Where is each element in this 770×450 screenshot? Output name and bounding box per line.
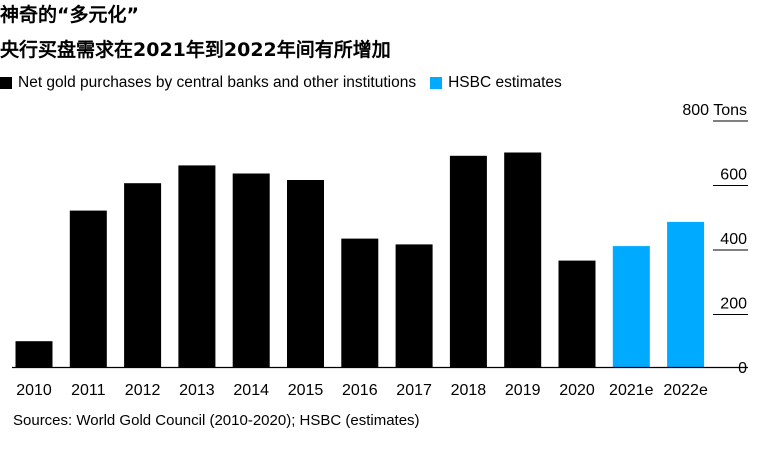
bar-2018 <box>449 155 487 367</box>
bar-2020 <box>558 260 596 367</box>
y-tick-label: 0 <box>738 360 747 377</box>
x-tick-label: 2011 <box>71 382 106 399</box>
bar-2014 <box>232 173 270 367</box>
bar-2013 <box>178 165 216 367</box>
bar-2016 <box>341 238 379 367</box>
x-tick-label: 2010 <box>16 382 52 399</box>
legend-item-estimate: HSBC estimates <box>430 74 562 92</box>
bar-2019 <box>504 152 542 367</box>
legend-label-actual: Net gold purchases by central banks and … <box>18 74 417 91</box>
x-tick-label: 2021e <box>609 382 654 399</box>
y-tick-label: 400 <box>720 231 747 248</box>
x-tick-label: 2022e <box>663 382 708 399</box>
bar-2010 <box>15 341 53 367</box>
x-tick-label: 2015 <box>288 382 324 399</box>
x-tick-label: 2018 <box>451 382 487 399</box>
y-tick-label: 200 <box>720 296 747 313</box>
x-tick-label: 2016 <box>342 382 378 399</box>
x-tick-label: 2013 <box>179 382 215 399</box>
legend-swatch-estimate <box>430 77 443 89</box>
chart-title: 神奇的“多元化” <box>0 4 139 26</box>
legend-label-estimate: HSBC estimates <box>448 74 562 91</box>
x-tick-label: 2012 <box>125 382 161 399</box>
chart-subtitle: 央行买盘需求在2021年到2022年间有所增加 <box>0 39 391 61</box>
x-tick-label: 2017 <box>396 382 432 399</box>
legend: Net gold purchases by central banks and … <box>0 74 576 92</box>
bar-2011 <box>69 210 107 367</box>
bar-2022e <box>667 221 705 367</box>
source-note: Sources: World Gold Council (2010-2020);… <box>13 412 420 429</box>
y-tick-label: 800 Tons <box>682 102 747 119</box>
x-tick-label: 2020 <box>559 382 595 399</box>
legend-swatch-actual <box>0 77 12 89</box>
y-tick-label: 600 <box>720 167 747 184</box>
x-tick-label: 2019 <box>505 382 541 399</box>
bar-2015 <box>287 180 324 367</box>
bar-2021e <box>612 246 650 367</box>
legend-item-actual: Net gold purchases by central banks and … <box>0 74 416 92</box>
bar-2012 <box>124 183 162 367</box>
bar-2017 <box>395 244 433 367</box>
x-tick-label: 2014 <box>233 382 269 399</box>
